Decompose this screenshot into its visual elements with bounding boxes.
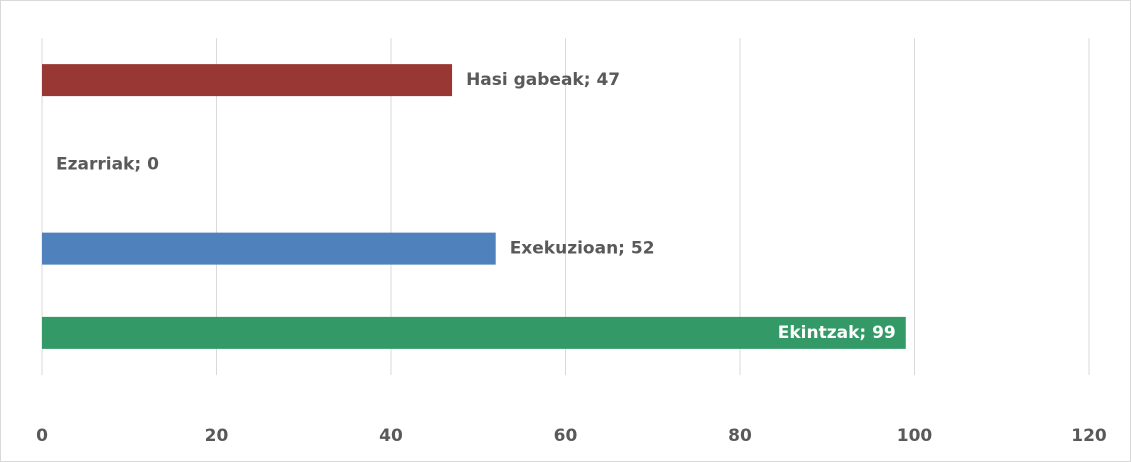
x-tick-label: 60 — [554, 426, 578, 446]
bar — [42, 64, 453, 97]
x-tick-label: 100 — [897, 426, 933, 446]
bar — [42, 232, 496, 265]
x-tick-label: 0 — [36, 426, 48, 446]
x-tick-label: 20 — [205, 426, 229, 446]
bar — [42, 316, 906, 349]
data-label: Hasi gabeak; 47 — [466, 70, 620, 90]
data-label: Exekuzioan; 52 — [510, 239, 655, 259]
data-label: Ekintzak; 99 — [778, 323, 896, 343]
x-tick-label: 120 — [1071, 426, 1107, 446]
data-label: Ezarriak; 0 — [56, 154, 159, 174]
x-tick-label: 40 — [379, 426, 403, 446]
x-tick-label: 80 — [728, 426, 752, 446]
